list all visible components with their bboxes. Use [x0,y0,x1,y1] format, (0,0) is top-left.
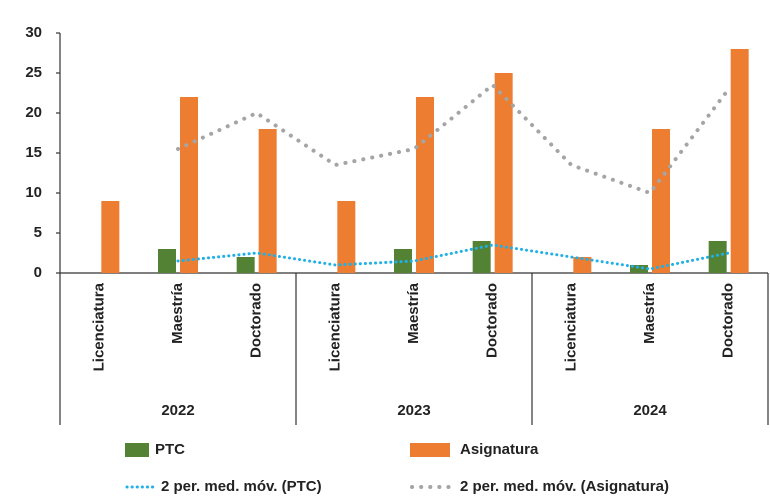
bar [730,49,749,273]
bar [236,257,255,273]
bar [394,249,412,273]
legend-label: PTC [155,441,185,458]
y-tick-label: 20 [25,104,42,121]
y-tick-label: 0 [34,264,42,281]
moving-average-line [176,83,731,195]
group-label: 2022 [161,402,194,419]
x-tick-label: Doctorado [720,283,737,358]
legend-swatch [410,443,450,457]
x-tick-label: Doctorado [248,283,265,358]
bar [158,249,176,273]
x-tick-label: Licenciatura [326,282,343,371]
y-tick-label: 15 [25,144,42,161]
x-tick-label: Maestría [169,282,186,344]
y-tick-label: 5 [34,224,42,241]
bar [101,201,120,273]
bar [708,241,727,273]
moving-average-line [176,243,731,271]
y-tick-label: 30 [25,24,42,41]
x-tick-label: Licenciatura [90,282,107,371]
bar [472,241,491,273]
group-label: 2023 [397,402,430,419]
x-tick-label: Maestría [641,282,658,344]
x-tick-label: Licenciatura [562,282,579,371]
legend-swatch [125,443,149,457]
bar [494,73,513,273]
group-label: 2024 [633,402,667,419]
bar [573,257,592,273]
y-tick-label: 10 [25,184,42,201]
x-tick-label: Doctorado [484,283,501,358]
bar [630,265,648,273]
bar [180,97,198,273]
bar [652,129,670,273]
bar [416,97,434,273]
legend-label: 2 per. med. móv. (Asignatura) [460,478,669,495]
legend-label: 2 per. med. móv. (PTC) [161,478,322,495]
y-tick-label: 25 [25,64,42,81]
legend-label: Asignatura [460,441,539,458]
bar [337,201,356,273]
x-tick-label: Maestría [405,282,422,344]
bar [258,129,277,273]
